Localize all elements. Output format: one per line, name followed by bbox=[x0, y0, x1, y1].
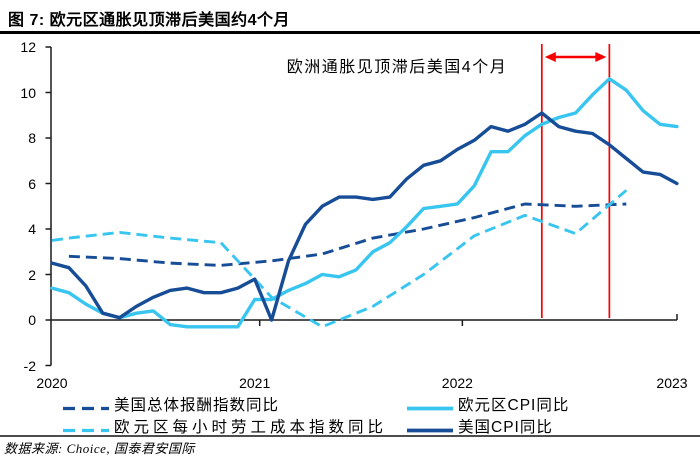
x-axis-label: 2023 bbox=[656, 375, 688, 391]
x-axis-label: 2021 bbox=[239, 375, 271, 391]
y-axis-label: 4 bbox=[28, 221, 36, 237]
legend-item-eurozone-labour-cost: 欧元区每小时劳工成本指数同比 bbox=[63, 417, 388, 436]
series-line-2 bbox=[51, 189, 628, 329]
lag-arrow-head-right bbox=[595, 52, 607, 62]
y-axis-label: 0 bbox=[28, 312, 36, 328]
legend-label-eurozone-cpi: 欧元区CPI同比 bbox=[458, 397, 570, 414]
y-axis-label: 12 bbox=[20, 39, 36, 55]
title-divider bbox=[0, 31, 700, 34]
y-axis-label: 6 bbox=[28, 175, 36, 192]
lag-arrow-head-left bbox=[544, 52, 556, 62]
y-axis-label: 8 bbox=[28, 130, 36, 146]
series-line-3 bbox=[50, 111, 679, 322]
legend-label-us-cpi: 美国CPI同比 bbox=[458, 419, 553, 436]
peak-lag-annotation: 欧洲通胀见顶滞后美国4个月 bbox=[286, 59, 508, 76]
x-axis-label: 2022 bbox=[441, 375, 473, 391]
data-source: 数据来源: Choice, 国泰君安国际 bbox=[4, 441, 195, 456]
legend-label-us-compensation-index: 美国总体报酬指数同比 bbox=[114, 397, 280, 414]
legend-swatch-line bbox=[63, 406, 109, 410]
legend-swatch-us-cpi bbox=[407, 422, 453, 432]
x-axis-label: 2020 bbox=[36, 375, 68, 391]
footer-divider bbox=[0, 435, 700, 437]
y-axis-label: -2 bbox=[23, 357, 36, 374]
legend-swatch-line bbox=[407, 406, 453, 410]
legend-item-us-compensation-index: 美国总体报酬指数同比 bbox=[63, 395, 280, 414]
legend-swatch-eurozone-cpi bbox=[407, 400, 453, 410]
y-axis-label: 2 bbox=[28, 266, 36, 283]
series-line-0 bbox=[68, 202, 627, 267]
figure-title: 图 7: 欧元区通胀见顶滞后美国约4个月 bbox=[8, 12, 291, 29]
series-line-1 bbox=[50, 77, 679, 329]
legend-item-us-cpi: 美国CPI同比 bbox=[407, 417, 553, 436]
legend-swatch-line bbox=[407, 428, 453, 432]
legend-item-eurozone-cpi: 欧元区CPI同比 bbox=[407, 395, 570, 414]
legend-swatch-us-compensation-index bbox=[63, 400, 109, 410]
legend-swatch-eurozone-labour-cost bbox=[63, 422, 109, 432]
legend-swatch-line bbox=[63, 428, 109, 432]
y-axis-label: 10 bbox=[20, 84, 36, 101]
legend-label-eurozone-labour-cost: 欧元区每小时劳工成本指数同比 bbox=[114, 419, 388, 436]
